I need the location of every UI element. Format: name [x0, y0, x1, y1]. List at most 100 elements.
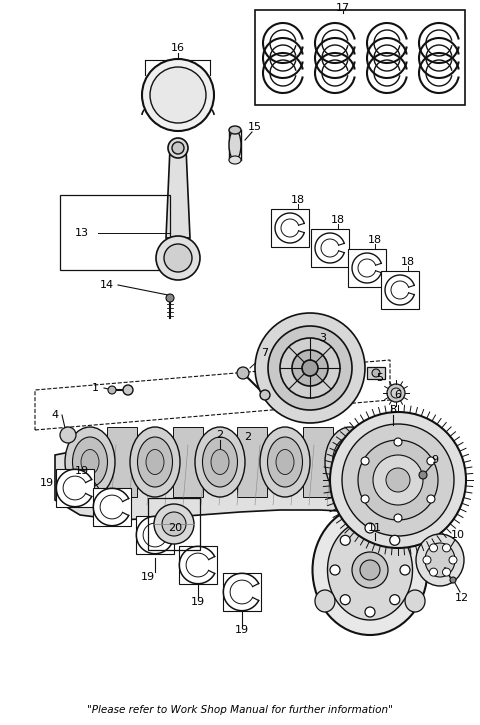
Ellipse shape — [146, 450, 164, 474]
Text: 18: 18 — [368, 235, 382, 245]
Ellipse shape — [341, 450, 359, 474]
Circle shape — [430, 568, 437, 576]
Bar — [180, 547, 216, 584]
Text: 2: 2 — [216, 430, 224, 440]
Ellipse shape — [203, 437, 238, 487]
Bar — [223, 573, 261, 610]
Text: 18: 18 — [401, 257, 415, 267]
Circle shape — [390, 535, 400, 545]
Circle shape — [372, 369, 380, 377]
Ellipse shape — [315, 590, 335, 612]
Circle shape — [166, 294, 174, 302]
Text: 10: 10 — [451, 530, 465, 540]
Circle shape — [330, 565, 340, 575]
Circle shape — [237, 367, 249, 379]
Bar — [348, 249, 386, 287]
Circle shape — [361, 457, 369, 465]
Text: 3: 3 — [320, 333, 326, 343]
Circle shape — [352, 552, 388, 588]
Text: 19: 19 — [75, 466, 89, 476]
Bar — [311, 229, 349, 267]
Ellipse shape — [229, 126, 241, 134]
Circle shape — [292, 350, 328, 386]
Circle shape — [373, 455, 423, 505]
Ellipse shape — [229, 130, 241, 160]
Circle shape — [168, 138, 188, 158]
Text: 2: 2 — [244, 432, 252, 442]
Circle shape — [365, 523, 375, 533]
Bar — [56, 469, 94, 507]
Circle shape — [142, 59, 214, 131]
Polygon shape — [55, 437, 435, 520]
Ellipse shape — [312, 505, 428, 635]
Circle shape — [419, 471, 427, 479]
Bar — [136, 516, 174, 554]
Circle shape — [386, 468, 410, 492]
Text: 18: 18 — [331, 215, 345, 225]
Bar — [255, 10, 465, 105]
Text: 4: 4 — [51, 410, 59, 420]
Text: "Please refer to Work Shop Manual for further information": "Please refer to Work Shop Manual for fu… — [87, 705, 393, 715]
Circle shape — [391, 388, 401, 398]
Ellipse shape — [260, 427, 310, 497]
Circle shape — [156, 236, 200, 280]
Circle shape — [449, 556, 457, 564]
Text: 7: 7 — [262, 348, 269, 358]
Text: 19: 19 — [191, 597, 205, 607]
Bar — [60, 195, 170, 270]
Circle shape — [162, 512, 186, 536]
Ellipse shape — [229, 156, 241, 164]
Circle shape — [360, 560, 380, 580]
Circle shape — [400, 565, 410, 575]
Ellipse shape — [405, 590, 425, 612]
Circle shape — [423, 556, 431, 564]
Text: 18: 18 — [291, 195, 305, 205]
Text: 16: 16 — [171, 43, 185, 53]
Circle shape — [394, 514, 402, 522]
Bar — [367, 367, 385, 379]
Circle shape — [430, 544, 437, 552]
Circle shape — [280, 338, 340, 398]
Ellipse shape — [81, 450, 99, 474]
Text: 19: 19 — [141, 572, 155, 582]
Circle shape — [255, 313, 365, 423]
Circle shape — [427, 495, 435, 503]
Ellipse shape — [195, 427, 245, 497]
Text: 6: 6 — [395, 390, 401, 400]
Bar — [173, 427, 203, 497]
Text: 20: 20 — [168, 523, 182, 533]
Text: 13: 13 — [75, 228, 89, 238]
Text: 9: 9 — [432, 455, 439, 465]
Circle shape — [60, 427, 76, 443]
Circle shape — [260, 390, 270, 400]
Text: 19: 19 — [40, 478, 54, 488]
Bar — [237, 427, 267, 497]
Ellipse shape — [390, 427, 440, 497]
Bar — [381, 271, 419, 309]
Circle shape — [358, 440, 438, 520]
Ellipse shape — [130, 427, 180, 497]
Circle shape — [108, 386, 116, 394]
Text: 14: 14 — [100, 280, 114, 290]
Polygon shape — [166, 148, 190, 238]
Circle shape — [387, 384, 405, 402]
Ellipse shape — [416, 534, 464, 586]
Circle shape — [340, 594, 350, 605]
Circle shape — [154, 504, 194, 544]
Ellipse shape — [327, 520, 412, 620]
Text: 17: 17 — [336, 3, 350, 13]
Circle shape — [123, 385, 133, 395]
Circle shape — [172, 142, 184, 154]
Text: 1: 1 — [92, 383, 98, 393]
Ellipse shape — [65, 427, 115, 497]
Ellipse shape — [211, 450, 229, 474]
Circle shape — [268, 326, 352, 410]
Text: 8: 8 — [389, 405, 396, 415]
Ellipse shape — [333, 437, 368, 487]
Circle shape — [164, 244, 192, 272]
Ellipse shape — [406, 450, 424, 474]
Bar — [107, 427, 137, 497]
Circle shape — [427, 457, 435, 465]
Circle shape — [365, 607, 375, 617]
Circle shape — [302, 360, 318, 376]
